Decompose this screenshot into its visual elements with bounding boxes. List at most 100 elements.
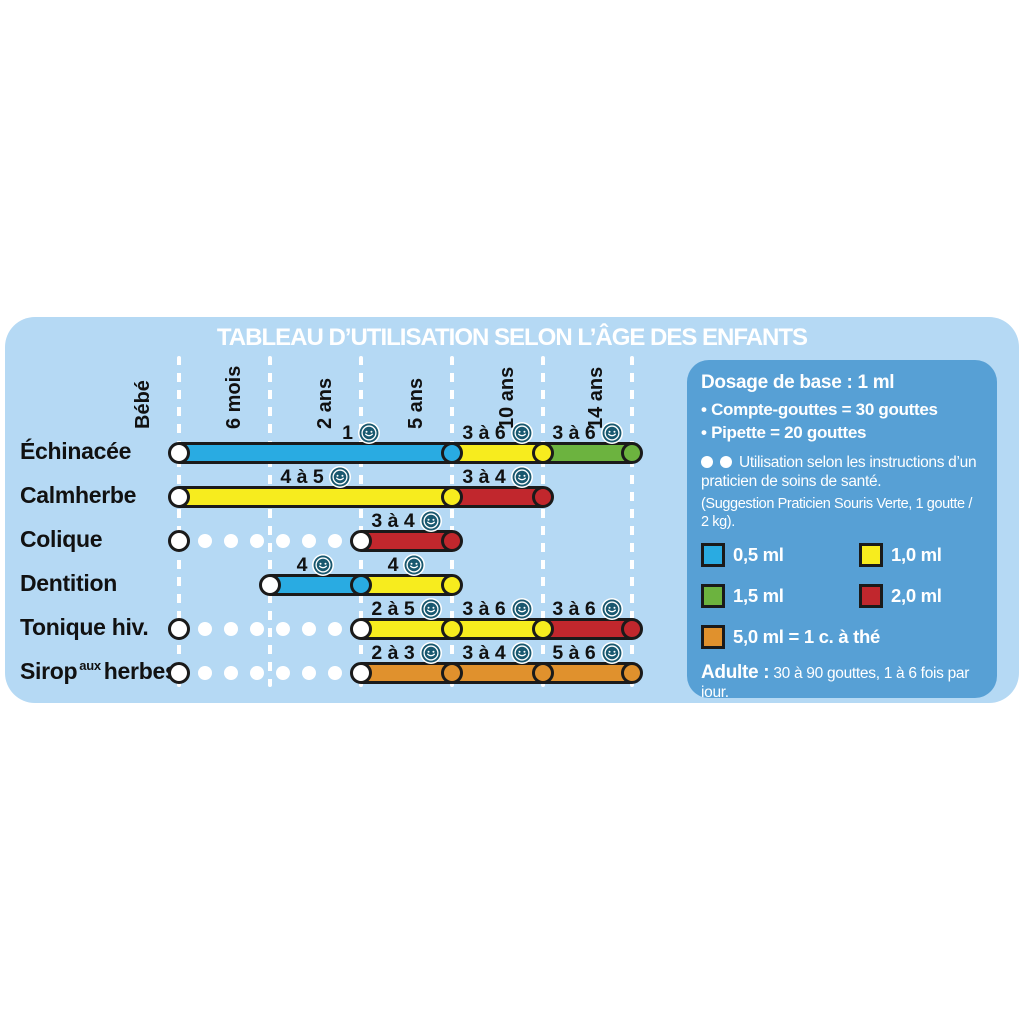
adulte-line: Adulte : 30 à 90 gouttes, 1 à 6 fois par…: [701, 662, 983, 698]
bar-end-cap: [621, 618, 643, 640]
row-label-part: herbes: [103, 658, 178, 684]
fois-par-jour-icon: [600, 642, 623, 664]
bar-junction-cap: [532, 442, 554, 464]
dose-annotation-text: 3 à 4: [462, 465, 506, 488]
usage-dot: [302, 534, 316, 548]
usage-dot: [250, 534, 264, 548]
fois-par-jour-icon: [419, 642, 442, 664]
dose-bar-segment: [361, 574, 452, 596]
usage-note: Utilisation selon les instructions d’un …: [701, 453, 983, 491]
dosage-base-title: Dosage de base : 1 ml: [701, 372, 895, 393]
dose-annotation: 2 à 3: [332, 641, 482, 665]
axis-tick-label: 10 ans: [496, 366, 518, 429]
dose-annotation-text: 1: [342, 421, 353, 444]
bar-junction-cap: [532, 618, 554, 640]
info-panel: Dosage de base : 1 ml • Compte-gouttes =…: [687, 360, 997, 698]
axis-gridline: [450, 356, 454, 687]
bar-start-cap: [168, 442, 190, 464]
dose-annotation-text: 3 à 6: [552, 421, 596, 444]
dose-annotation-text: 3 à 4: [462, 641, 506, 664]
usage-dot: [276, 622, 290, 636]
dose-swatch: [701, 584, 725, 608]
usage-dot: [198, 534, 212, 548]
row-label: Échinacée: [20, 438, 132, 464]
usage-dot: [276, 534, 290, 548]
usage-dot: [224, 666, 238, 680]
bar-junction-cap: [441, 486, 463, 508]
dose-annotation: 3 à 6: [513, 421, 663, 445]
axis-gridline: [541, 356, 545, 687]
bar-junction-cap: [350, 574, 372, 596]
dose-annotation: 5 à 6: [513, 641, 663, 665]
usage-dot: [224, 622, 238, 636]
usage-dot: [328, 622, 342, 636]
fois-par-jour-icon: [510, 642, 533, 664]
bar-start-cap: [168, 486, 190, 508]
chart-title: TABLEAU D’UTILISATION SELON L’ÂGE DES EN…: [216, 324, 808, 351]
dose-annotation-text: 3 à 4: [371, 509, 415, 532]
dose-bar-segment: [361, 530, 452, 552]
white-dot-icon: [701, 456, 713, 468]
axis-gridline: [630, 356, 634, 687]
bar-start-cap: [350, 662, 372, 684]
dose-bar-segment: [543, 662, 632, 684]
usage-dot: [302, 622, 316, 636]
row-label: Sirop aux herbes: [20, 658, 178, 685]
dose-bar-segment: [452, 486, 543, 508]
bar-start-cap: [350, 618, 372, 640]
dose-annotation: 3 à 6: [513, 597, 663, 621]
usage-start-circle: [168, 618, 190, 640]
usage-note-text: Utilisation selon les instructions d’un …: [701, 454, 977, 490]
dose-annotation: 4 à 5: [241, 465, 391, 489]
dose-bar-segment: [361, 662, 452, 684]
usage-start-circle: [168, 530, 190, 552]
adulte-label: Adulte :: [701, 662, 770, 683]
bar-end-cap: [532, 486, 554, 508]
dose-annotation-text: 5 à 6: [552, 641, 596, 664]
dose-annotation: 3 à 4: [423, 641, 573, 665]
dose-annotation-text: 2 à 3: [371, 641, 415, 664]
pipette-line: • Pipette = 20 gouttes: [701, 423, 867, 442]
dose-bar-segment: [452, 618, 543, 640]
usage-dot: [276, 666, 290, 680]
dose-bar-segment: [179, 486, 452, 508]
dose-annotation: 3 à 6: [423, 421, 573, 445]
axis-tick-label: Bébé: [132, 380, 154, 429]
dose-legend-label: 2,0 ml: [891, 585, 942, 606]
fois-par-jour-icon: [357, 422, 380, 444]
usage-dot: [328, 666, 342, 680]
compte-gouttes-line: • Compte-gouttes = 30 gouttes: [701, 400, 938, 419]
usage-dot: [302, 666, 316, 680]
fois-par-jour-icon: [600, 422, 623, 444]
adulte-text: 30 à 90 gouttes, 1 à 6 fois par jour.: [701, 665, 970, 698]
bar-end-cap: [621, 662, 643, 684]
fois-par-jour-icon: [510, 422, 533, 444]
dose-legend-item: 0,5 ml: [701, 543, 859, 567]
dose-bar-segment: [270, 574, 361, 596]
dose-bar-segment: [179, 442, 452, 464]
fois-par-jour-icon: [328, 466, 351, 488]
usage-dot: [250, 622, 264, 636]
dose-annotation: 3 à 4: [332, 509, 482, 533]
axis-tick-label: 14 ans: [585, 366, 607, 429]
dose-annotation-text: 2 à 5: [371, 597, 415, 620]
bar-junction-cap: [532, 662, 554, 684]
bar-end-cap: [621, 442, 643, 464]
axis-gridline: [268, 356, 272, 687]
dose-legend: 0,5 ml 1,0 ml 1,5 ml 2,0 ml 5,0 ml = 1 c. à …: [701, 543, 983, 649]
dose-swatch: [859, 584, 883, 608]
axis-tick-label: 6 mois: [223, 365, 245, 429]
bar-start-cap: [350, 530, 372, 552]
fois-par-jour-icon: [419, 598, 442, 620]
row-label-part: aux: [79, 658, 101, 673]
white-dot-icon: [720, 456, 732, 468]
bar-end-cap: [441, 574, 463, 596]
axis-gridline: [177, 356, 181, 687]
fois-par-jour-icon: [419, 510, 442, 532]
usage-dot: [224, 534, 238, 548]
dose-annotation: 4: [332, 553, 482, 577]
fois-par-jour-icon: [510, 466, 533, 488]
bar-start-cap: [259, 574, 281, 596]
axis-gridline: [359, 356, 363, 687]
